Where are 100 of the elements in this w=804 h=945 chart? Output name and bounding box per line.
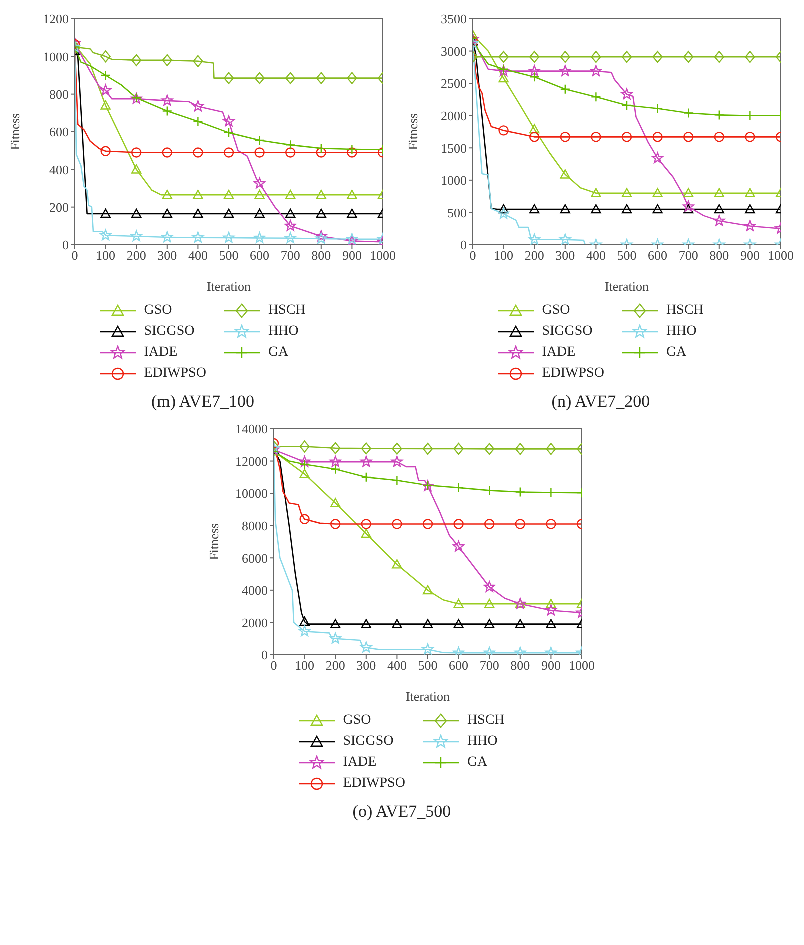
point [193, 148, 204, 158]
x-tick-label: 900 [342, 248, 362, 264]
point [192, 100, 204, 112]
x-tick-label: 500 [617, 248, 637, 264]
legend-label: GSO [144, 302, 172, 318]
point [714, 132, 724, 142]
point [330, 619, 341, 629]
y-tick-label: 10000 [236, 486, 268, 502]
point [100, 146, 111, 156]
x-tick-label: 1000 [370, 248, 396, 264]
point [361, 442, 372, 455]
point [392, 442, 402, 455]
point [360, 456, 372, 468]
point [652, 152, 664, 164]
point [454, 599, 464, 608]
point [528, 65, 540, 76]
point [100, 230, 112, 241]
point [498, 51, 509, 64]
point [162, 54, 172, 66]
point [224, 72, 234, 84]
point [361, 519, 372, 530]
x-tick-label: 200 [524, 248, 544, 264]
point [560, 204, 570, 214]
point [714, 204, 724, 214]
point [684, 188, 694, 198]
y-tick-label: 4000 [242, 583, 268, 598]
y-tick-label: 14000 [236, 422, 268, 437]
point [100, 50, 111, 63]
y-tick-label: 2000 [242, 615, 268, 630]
legend-label: EDIWPSO [144, 366, 206, 382]
point [100, 100, 111, 110]
point [300, 469, 310, 478]
point [515, 487, 526, 498]
x-tick-label: 400 [387, 658, 407, 674]
y-tick-label: 600 [50, 124, 69, 140]
point [652, 51, 663, 64]
point [132, 54, 142, 66]
point [590, 65, 602, 76]
x-tick-label: 100 [494, 248, 514, 264]
point [745, 51, 756, 64]
point [193, 116, 204, 127]
point [453, 540, 465, 552]
point [546, 619, 556, 629]
point [682, 200, 694, 212]
point [422, 443, 434, 456]
point [422, 619, 434, 629]
point [622, 188, 632, 198]
point [300, 616, 310, 626]
point [591, 188, 602, 198]
point [223, 116, 235, 127]
point [223, 232, 235, 243]
x-tick-label: 800 [710, 248, 730, 264]
point [684, 51, 694, 64]
point [621, 88, 633, 100]
point [530, 204, 540, 214]
point [100, 84, 112, 96]
point [652, 204, 663, 214]
point [224, 208, 234, 218]
legend-label: HHO [268, 324, 299, 340]
x-tick-label: 900 [541, 658, 561, 674]
y-axis-title: Fitness [406, 114, 421, 150]
point [284, 220, 296, 232]
point [254, 208, 265, 218]
point [714, 215, 726, 226]
point [546, 519, 556, 530]
point [100, 70, 111, 81]
point [530, 72, 540, 82]
point [330, 519, 341, 530]
y-tick-label: 6000 [242, 550, 268, 566]
point [560, 65, 572, 76]
point [316, 143, 326, 154]
point [330, 464, 341, 474]
x-tick-label: 300 [556, 248, 576, 264]
point [454, 482, 464, 494]
point [300, 440, 310, 453]
point [391, 456, 403, 468]
y-tick-label: 2000 [441, 108, 467, 124]
point [284, 232, 296, 244]
point [193, 190, 204, 200]
y-tick-label: 200 [50, 200, 69, 215]
point [193, 208, 204, 218]
point [286, 148, 296, 158]
point [392, 619, 402, 629]
y-tick-label: 1200 [43, 12, 69, 27]
point [224, 148, 234, 158]
point [254, 232, 266, 244]
legend-label: SIGGSO [144, 324, 195, 340]
x-tick-label: 1000 [569, 658, 595, 674]
point [300, 459, 310, 470]
point [422, 585, 434, 595]
point [714, 110, 724, 120]
point [192, 232, 204, 243]
x-tick-label: 300 [158, 248, 178, 264]
y-tick-label: 1000 [441, 173, 467, 188]
point [361, 472, 372, 483]
point [193, 55, 204, 68]
point [254, 135, 265, 146]
point [316, 232, 328, 244]
point [745, 132, 756, 142]
point [684, 108, 694, 118]
